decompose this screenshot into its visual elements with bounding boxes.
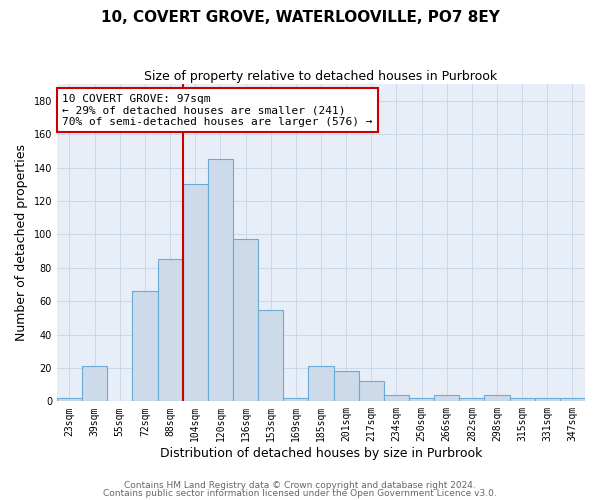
Text: 10 COVERT GROVE: 97sqm
← 29% of detached houses are smaller (241)
70% of semi-de: 10 COVERT GROVE: 97sqm ← 29% of detached… <box>62 94 373 127</box>
Bar <box>308 366 334 402</box>
Bar <box>133 291 158 402</box>
Bar <box>283 398 308 402</box>
Bar <box>182 184 208 402</box>
X-axis label: Distribution of detached houses by size in Purbrook: Distribution of detached houses by size … <box>160 447 482 460</box>
Bar <box>560 398 585 402</box>
Bar <box>158 260 182 402</box>
Bar <box>82 366 107 402</box>
Y-axis label: Number of detached properties: Number of detached properties <box>15 144 28 341</box>
Text: 10, COVERT GROVE, WATERLOOVILLE, PO7 8EY: 10, COVERT GROVE, WATERLOOVILLE, PO7 8EY <box>101 10 499 25</box>
Bar <box>233 240 258 402</box>
Bar <box>359 382 384 402</box>
Bar <box>208 160 233 402</box>
Bar <box>484 394 509 402</box>
Bar <box>509 398 535 402</box>
Bar <box>459 398 484 402</box>
Bar <box>57 398 82 402</box>
Bar <box>434 394 459 402</box>
Title: Size of property relative to detached houses in Purbrook: Size of property relative to detached ho… <box>145 70 497 83</box>
Bar <box>384 394 409 402</box>
Bar <box>258 310 283 402</box>
Bar <box>334 372 359 402</box>
Text: Contains HM Land Registry data © Crown copyright and database right 2024.: Contains HM Land Registry data © Crown c… <box>124 481 476 490</box>
Text: Contains public sector information licensed under the Open Government Licence v3: Contains public sector information licen… <box>103 488 497 498</box>
Bar <box>535 398 560 402</box>
Bar <box>409 398 434 402</box>
